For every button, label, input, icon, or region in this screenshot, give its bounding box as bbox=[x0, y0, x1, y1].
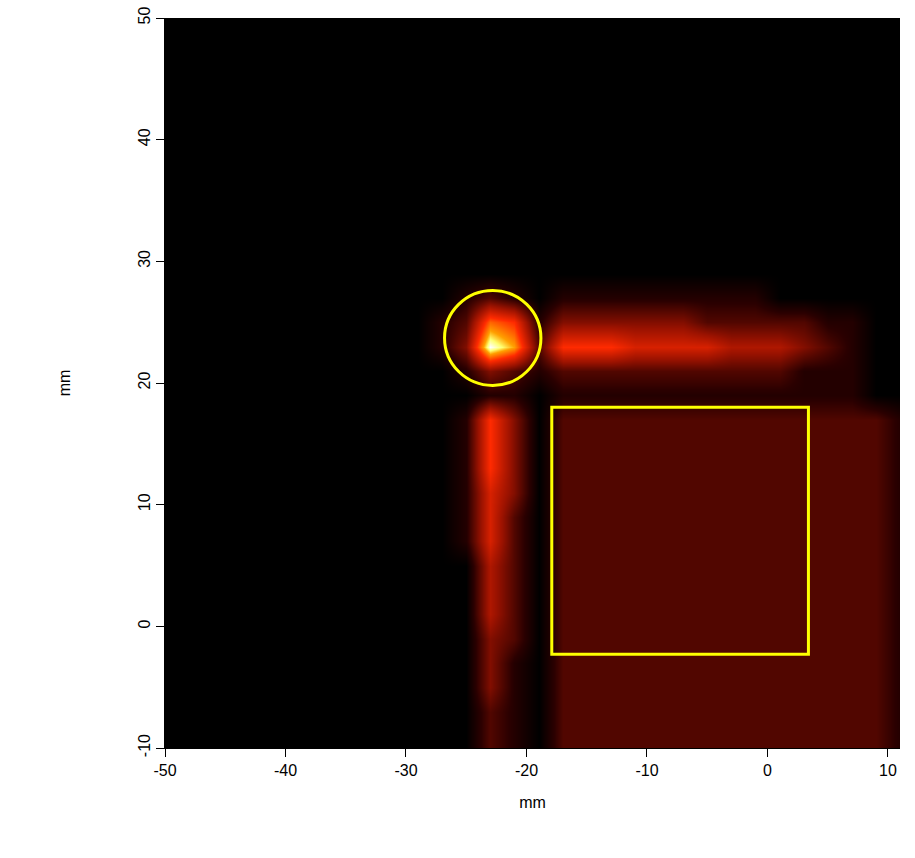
svg-text:20: 20 bbox=[136, 372, 153, 390]
svg-text:40: 40 bbox=[136, 128, 153, 146]
svg-text:-30: -30 bbox=[394, 762, 417, 779]
svg-text:mm: mm bbox=[56, 370, 73, 397]
svg-text:-50: -50 bbox=[153, 762, 176, 779]
svg-text:-10: -10 bbox=[635, 762, 658, 779]
svg-text:10: 10 bbox=[879, 762, 897, 779]
svg-text:-20: -20 bbox=[515, 762, 538, 779]
svg-text:-40: -40 bbox=[274, 762, 297, 779]
svg-text:30: 30 bbox=[136, 250, 153, 268]
svg-text:0: 0 bbox=[136, 619, 153, 628]
svg-text:10: 10 bbox=[136, 493, 153, 511]
svg-text:mm: mm bbox=[519, 794, 546, 811]
svg-text:50: 50 bbox=[136, 7, 153, 25]
svg-text:0: 0 bbox=[763, 762, 772, 779]
svg-text:-10: -10 bbox=[136, 734, 153, 757]
